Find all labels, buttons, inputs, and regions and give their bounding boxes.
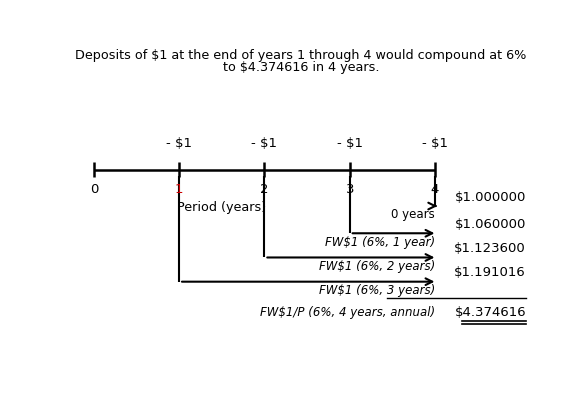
Text: $4.374616: $4.374616	[454, 306, 526, 319]
Text: - $1: - $1	[166, 137, 192, 150]
Text: 4: 4	[431, 184, 439, 196]
Text: 0: 0	[90, 184, 98, 196]
Text: - $1: - $1	[251, 137, 278, 150]
Text: 3: 3	[346, 184, 354, 196]
Text: FW$1 (6%, 3 years): FW$1 (6%, 3 years)	[319, 284, 435, 297]
Text: FW$1 (6%, 1 year): FW$1 (6%, 1 year)	[325, 236, 435, 249]
Text: 0 years: 0 years	[392, 208, 435, 221]
Text: $1.123600: $1.123600	[454, 242, 526, 255]
Text: to $4.374616 in 4 years.: to $4.374616 in 4 years.	[222, 61, 379, 74]
Text: Deposits of $1 at the end of years 1 through 4 would compound at 6%: Deposits of $1 at the end of years 1 thr…	[75, 49, 527, 62]
Text: 1: 1	[175, 184, 183, 196]
Text: FW$1 (6%, 2 years): FW$1 (6%, 2 years)	[319, 260, 435, 273]
Text: 2: 2	[260, 184, 269, 196]
Text: FW$1/P (6%, 4 years, annual): FW$1/P (6%, 4 years, annual)	[260, 306, 435, 319]
Text: - $1: - $1	[422, 137, 448, 150]
Text: $1.191016: $1.191016	[454, 266, 526, 279]
Text: $1.000000: $1.000000	[455, 191, 526, 204]
Text: - $1: - $1	[337, 137, 363, 150]
Text: $1.060000: $1.060000	[455, 218, 526, 231]
Text: Period (years): Period (years)	[177, 202, 266, 215]
